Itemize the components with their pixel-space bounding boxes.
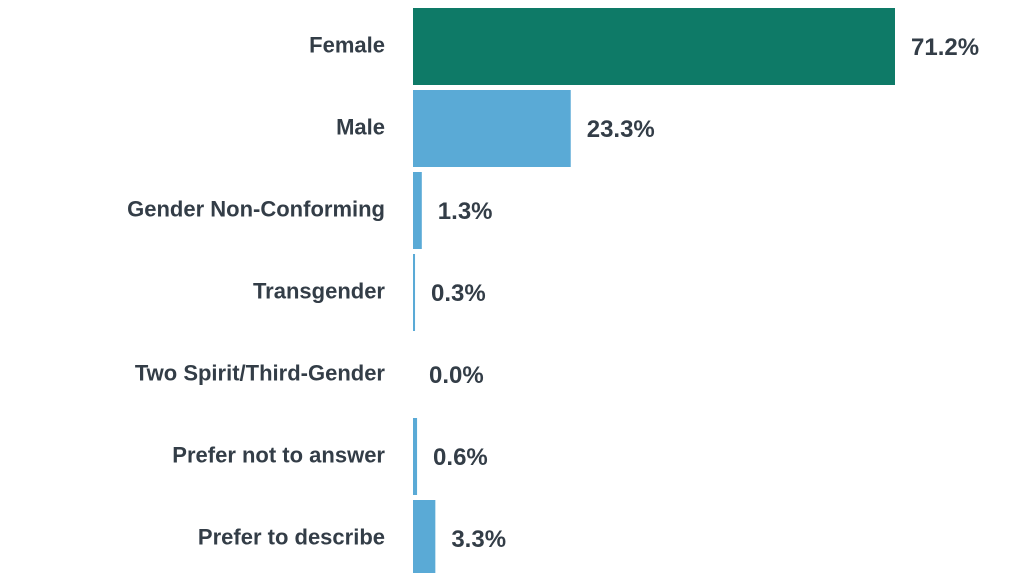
category-label: Prefer to describe (198, 524, 385, 549)
category-label: Male (336, 114, 385, 139)
category-label: Transgender (253, 278, 385, 303)
value-label: 23.3% (587, 116, 655, 143)
category-label: Two Spirit/Third-Gender (135, 360, 386, 385)
bar (413, 418, 418, 495)
category-label: Gender Non-Conforming (127, 196, 385, 221)
bar (413, 500, 436, 573)
bar (413, 172, 422, 249)
bar (413, 90, 571, 167)
bar (413, 254, 416, 331)
value-label: 0.6% (433, 444, 488, 471)
category-label: Female (309, 32, 385, 57)
category-label: Prefer not to answer (172, 442, 385, 467)
bar (413, 8, 895, 85)
value-label: 0.3% (431, 280, 486, 307)
value-label: 71.2% (911, 34, 979, 61)
value-label: 1.3% (438, 198, 493, 225)
value-label: 3.3% (451, 526, 506, 553)
value-label: 0.0% (429, 362, 484, 389)
